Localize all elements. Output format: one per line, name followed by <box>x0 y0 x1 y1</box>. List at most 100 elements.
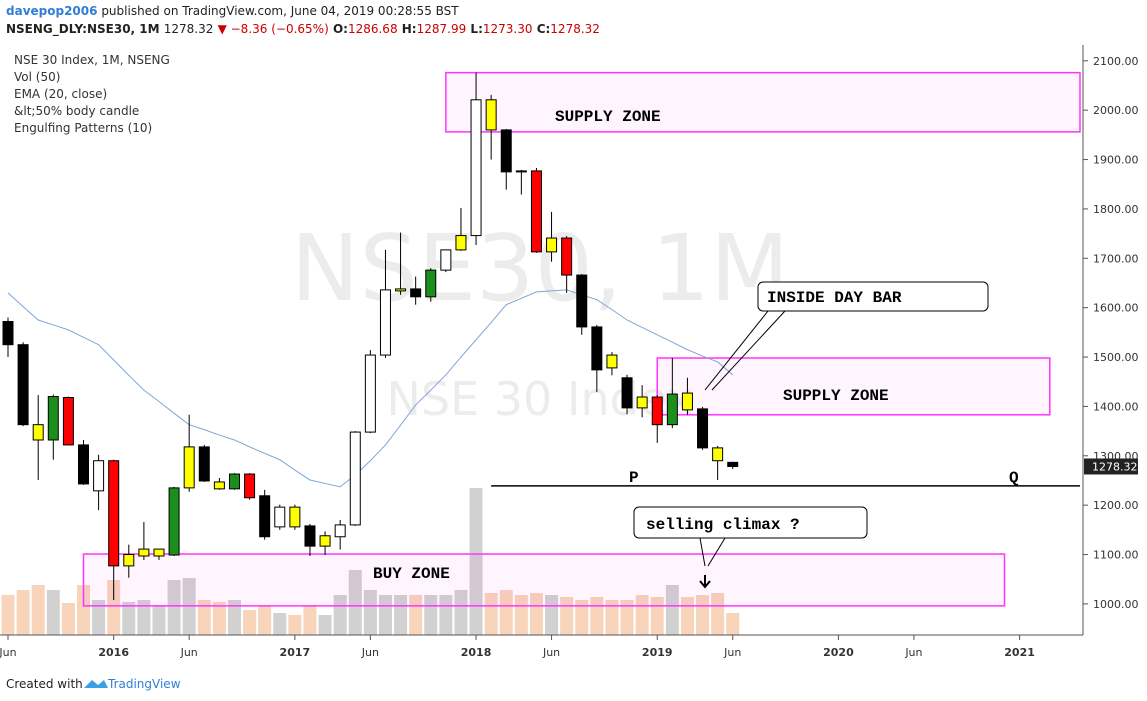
x-tick-label: 2019 <box>642 646 673 659</box>
candle-body <box>32 424 44 441</box>
zone <box>445 71 1081 133</box>
volume-bar <box>394 595 408 635</box>
volume-bar <box>726 613 740 635</box>
volume-bar <box>258 605 272 635</box>
y-tick-label: 1900.00 <box>1093 154 1139 167</box>
candle-body <box>681 392 693 411</box>
candle-body <box>183 446 195 489</box>
candle-body <box>108 460 120 567</box>
candle-body <box>727 461 739 467</box>
volume-bar <box>711 593 725 635</box>
candle-body <box>410 288 422 298</box>
candle-body <box>395 288 407 292</box>
volume-bar <box>152 605 166 635</box>
candle-body <box>213 481 225 490</box>
footer-text: Created with <box>6 677 83 691</box>
arrow <box>699 575 711 589</box>
symbol: NSENG_DLY:NSE30, 1M <box>6 22 160 36</box>
candle-body <box>712 447 724 462</box>
volume-bar <box>484 593 498 635</box>
volume-bar <box>107 580 121 635</box>
volume-bar <box>318 615 332 635</box>
candle-body <box>470 99 482 237</box>
callout-box <box>757 281 989 312</box>
volume-bar <box>61 603 75 635</box>
candle-body <box>530 170 542 253</box>
candle-body <box>153 548 165 557</box>
x-tick-label: Jun <box>723 646 741 659</box>
volume-bar <box>499 590 513 635</box>
candle-body <box>561 237 573 276</box>
y-tick-label: 1100.00 <box>1093 549 1139 562</box>
candle-body <box>17 344 29 426</box>
volume-bar <box>529 593 543 635</box>
candle-body <box>425 269 437 298</box>
candle-body <box>47 396 59 441</box>
callout-text: INSIDE DAY BAR <box>767 289 902 307</box>
candle-body <box>546 237 558 253</box>
symbol-line: NSENG_DLY:NSE30, 1M 1278.32 ▼ −8.36 (−0.… <box>6 22 600 36</box>
volume-bar <box>409 595 423 635</box>
callout-text: selling climax ? <box>646 516 800 534</box>
volume-bar <box>46 590 60 635</box>
zone <box>82 553 1006 607</box>
change: ▼ −8.36 (−0.65%) <box>217 22 329 36</box>
candle-body <box>621 377 633 409</box>
o: 1286.68 <box>347 22 398 36</box>
volume-bar <box>575 600 589 635</box>
candle-body <box>666 393 678 426</box>
y-tick-label: 1800.00 <box>1093 203 1139 216</box>
y-tick-label: 1700.00 <box>1093 252 1139 265</box>
volume-bar <box>76 585 90 635</box>
candle-body <box>289 506 301 528</box>
candle-body <box>62 397 74 446</box>
volume-bar <box>1 595 15 635</box>
zone-label: SUPPLY ZONE <box>555 108 661 126</box>
candle-body <box>334 524 346 538</box>
candle-body <box>2 320 14 346</box>
candle-body <box>606 354 618 369</box>
o-label: O: <box>332 22 348 36</box>
candle-body <box>319 535 331 547</box>
legend-item: NSE 30 Index, 1M, NSENG <box>14 53 170 67</box>
zone-label: SUPPLY ZONE <box>783 387 889 405</box>
candle-body <box>364 354 376 433</box>
volume-bar <box>273 613 287 635</box>
ema-line <box>7 289 734 488</box>
level-label: P <box>629 469 639 487</box>
x-tick-label: 2018 <box>461 646 492 659</box>
y-tick-label: 1400.00 <box>1093 400 1139 413</box>
volume-bar <box>514 595 528 635</box>
x-tick-label: 2020 <box>823 646 854 659</box>
candle-body <box>228 473 240 490</box>
candle-body <box>697 408 709 449</box>
author[interactable]: davepop2006 <box>6 4 98 18</box>
volume-bar <box>122 602 136 635</box>
brand[interactable]: TradingView <box>107 677 181 691</box>
legend-item: Vol (50) <box>14 70 60 84</box>
legend-item: Engulfing Patterns (10) <box>14 121 152 135</box>
candle-body <box>274 506 286 528</box>
l-label: L: <box>470 22 483 36</box>
x-tick-label: Jun <box>542 646 560 659</box>
candle-body <box>138 548 150 557</box>
zone-label: BUY ZONE <box>373 565 450 583</box>
candle-body <box>379 289 391 356</box>
plot: 1000.001100.001200.001300.001400.001500.… <box>0 55 1139 659</box>
header-line: davepop2006 published on TradingView.com… <box>6 4 459 18</box>
candle-body <box>440 249 452 271</box>
legend-item: &lt;50% body candle <box>14 104 139 118</box>
volume-bar <box>348 570 362 635</box>
volume-bar <box>288 615 302 635</box>
candle-body <box>576 274 588 328</box>
volume-bar <box>424 595 438 635</box>
h: 1287.99 <box>416 22 467 36</box>
change-value: −8.36 (−0.65%) <box>230 22 329 36</box>
level-label: Q <box>1009 469 1019 487</box>
volume-bar <box>243 610 257 635</box>
candle-body <box>591 326 603 371</box>
x-tick-label: Jun <box>904 646 922 659</box>
candle-body <box>93 460 105 492</box>
